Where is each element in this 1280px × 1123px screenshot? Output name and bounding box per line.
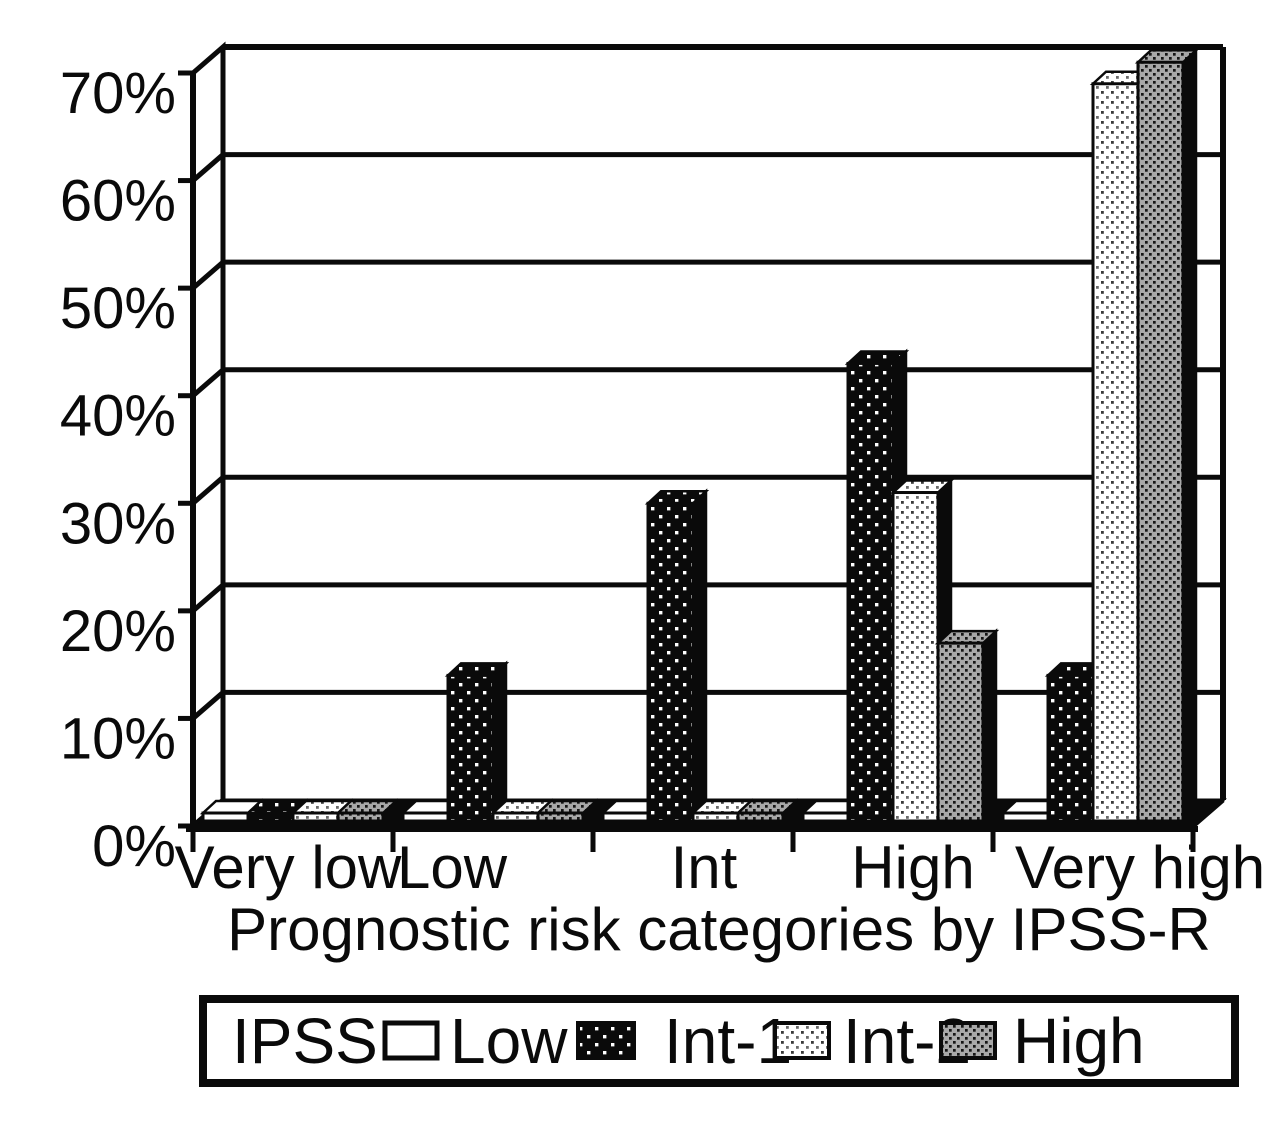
bar-high-high xyxy=(934,628,1000,824)
legend-title: IPSS xyxy=(232,1005,378,1077)
bar-int-1-int xyxy=(644,488,710,824)
bar-front-face xyxy=(401,811,450,823)
bar-front-face xyxy=(646,501,695,823)
bar-front-face xyxy=(801,811,850,823)
y-tick-label-0: 0% xyxy=(92,814,176,879)
bar-side-face xyxy=(1181,47,1198,824)
bar-front-face xyxy=(336,811,385,823)
bar-front-face xyxy=(691,811,740,823)
y-tick-label-20: 20% xyxy=(60,599,176,664)
y-tick-label-10: 10% xyxy=(60,706,176,771)
legend-swatch-int2-icon xyxy=(773,1021,831,1060)
x-tick-label-very-low: Very low xyxy=(175,834,402,901)
bar-front-face xyxy=(201,811,250,823)
left-wall-connector-20 xyxy=(191,582,225,613)
bar-high-very-low xyxy=(334,798,400,824)
y-tick-label-30: 30% xyxy=(60,491,176,556)
legend-box xyxy=(199,995,1239,1087)
left-wall xyxy=(190,41,226,832)
bars-group xyxy=(199,47,1200,824)
bar-side-face xyxy=(691,488,708,824)
bar-front-face xyxy=(536,811,585,823)
legend-swatch-high-icon xyxy=(939,1021,997,1060)
y-tick-label-70: 70% xyxy=(60,61,176,126)
x-tick-label-high: High xyxy=(851,834,974,901)
left-wall-connector-30 xyxy=(191,475,225,506)
left-wall-connector-10 xyxy=(191,690,225,721)
bar-front-face xyxy=(1091,82,1140,823)
legend-label-low: Low xyxy=(450,1005,568,1077)
bar-front-face xyxy=(846,361,895,823)
y-tick-label-60: 60% xyxy=(60,169,176,234)
legend-label-high: High xyxy=(1013,1005,1145,1077)
bar-front-face xyxy=(246,811,295,823)
left-wall-connector-40 xyxy=(191,367,225,398)
x-tick-label-int: Int xyxy=(671,834,738,901)
bar-front-face xyxy=(936,641,985,823)
bar-front-face xyxy=(291,811,340,823)
legend-swatch-int1-icon xyxy=(576,1021,636,1060)
bar-front-face xyxy=(736,811,785,823)
bar-int-1-low xyxy=(444,660,510,824)
bar-front-face xyxy=(446,673,495,823)
bar-high-int xyxy=(734,798,800,824)
bar-front-face xyxy=(601,811,650,823)
legend-label-int1: Int-1 xyxy=(664,1005,792,1077)
bar-front-face xyxy=(1046,673,1095,823)
bar-high-low xyxy=(534,798,600,824)
bar-front-face xyxy=(1136,60,1185,823)
legend-swatch-low-icon xyxy=(382,1020,440,1061)
legend: IPSS Low Int-1 Int-2 High xyxy=(199,995,1239,1087)
y-tick-label-50: 50% xyxy=(60,276,176,341)
floor-right-edge xyxy=(1191,798,1225,828)
bar-high-very-high xyxy=(1134,47,1200,824)
x-tick-label-very-high: Very high xyxy=(1015,834,1265,901)
bar-front-face xyxy=(891,491,940,823)
x-tick-label-low: Low xyxy=(397,834,508,901)
y-tick-label-40: 40% xyxy=(60,384,176,449)
axes-group: 0% 10% 20% 30% 40% 50% 60% 70% xyxy=(60,61,1225,879)
x-axis-title: Prognostic risk categories by IPSS-R xyxy=(227,896,1211,963)
bar-side-face xyxy=(491,660,508,824)
bar-side-face xyxy=(981,628,998,824)
bar-front-face xyxy=(491,811,540,823)
bar-front-face xyxy=(1001,811,1050,823)
left-wall-connector-60 xyxy=(191,152,225,183)
left-wall-connector-50 xyxy=(191,260,225,291)
x-axis-labels: Very low Low Int High Very high xyxy=(175,834,1265,901)
